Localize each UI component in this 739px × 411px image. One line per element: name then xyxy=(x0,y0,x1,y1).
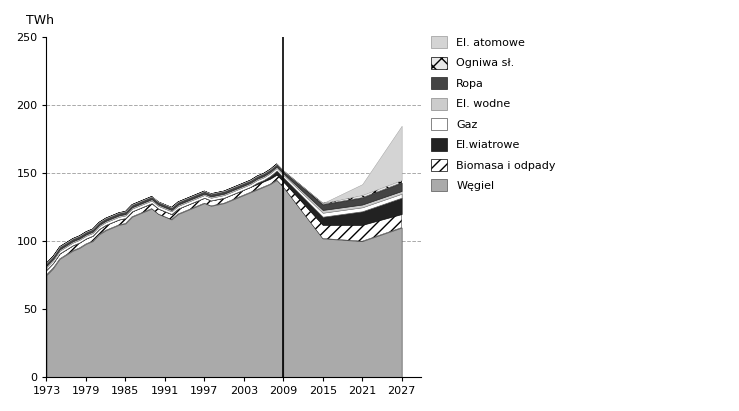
Legend: El. atomowe, Ogniwa sł., Ropa, El. wodne, Gaz, El.wiatrowe, Biomasa i odpady, Wę: El. atomowe, Ogniwa sł., Ropa, El. wodne… xyxy=(431,36,556,192)
Text: TWh: TWh xyxy=(26,14,54,27)
